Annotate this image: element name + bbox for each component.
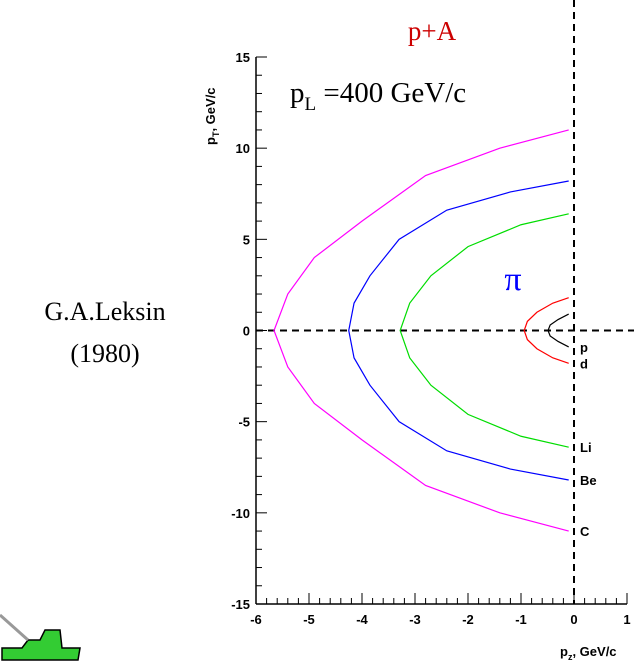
x-tick-label: 0 (570, 612, 577, 627)
author: G.A.Leksin (44, 297, 165, 326)
annotation-rest: =400 GeV/c (316, 77, 466, 109)
annotation: pL =400 GeV/c (290, 77, 466, 115)
chart-title: p+A (408, 16, 457, 46)
y-tick-label: 5 (243, 232, 250, 247)
x-tick-label: -5 (303, 612, 315, 627)
y-axis-label: pT, GeV/c (203, 87, 221, 145)
y-tick-label: -5 (238, 415, 250, 430)
y-tick-label: 10 (236, 141, 250, 156)
y-label-sub: T (211, 131, 221, 137)
year: (1980) (70, 339, 139, 368)
curve (399, 213, 569, 448)
y-tick-label: -10 (231, 506, 250, 521)
y-tick-label: 15 (236, 50, 250, 65)
logo (0, 613, 81, 661)
curve-label: C (580, 524, 590, 539)
curve (348, 180, 569, 481)
x-tick-label: -1 (515, 612, 527, 627)
symbol: π (504, 261, 521, 298)
x-label-main: p (560, 644, 568, 659)
x-tick-label: -2 (462, 612, 474, 627)
x-tick-label: 1 (623, 612, 630, 627)
y-label-main: p (203, 137, 218, 145)
curve (523, 297, 569, 364)
y-tick-label: 0 (243, 324, 250, 339)
annotation-sub: L (305, 94, 317, 115)
x-label-rest: , GeV/c (572, 644, 616, 659)
curve-label: Be (580, 473, 597, 488)
y-label-rest: , GeV/c (203, 87, 218, 131)
curve-label: d (580, 356, 588, 371)
x-axis-label: pz, GeV/c (560, 644, 617, 662)
curve-label: Li (580, 440, 592, 455)
y-tick-label: -15 (231, 597, 250, 612)
curve (273, 129, 569, 532)
curve (547, 313, 569, 348)
x-label-sub: z (568, 652, 573, 662)
x-tick-label: -6 (250, 612, 262, 627)
x-tick-label: -4 (356, 612, 368, 627)
annotation-main: p (290, 77, 305, 109)
x-tick-label: -3 (409, 612, 421, 627)
curve-label: p (580, 340, 588, 355)
